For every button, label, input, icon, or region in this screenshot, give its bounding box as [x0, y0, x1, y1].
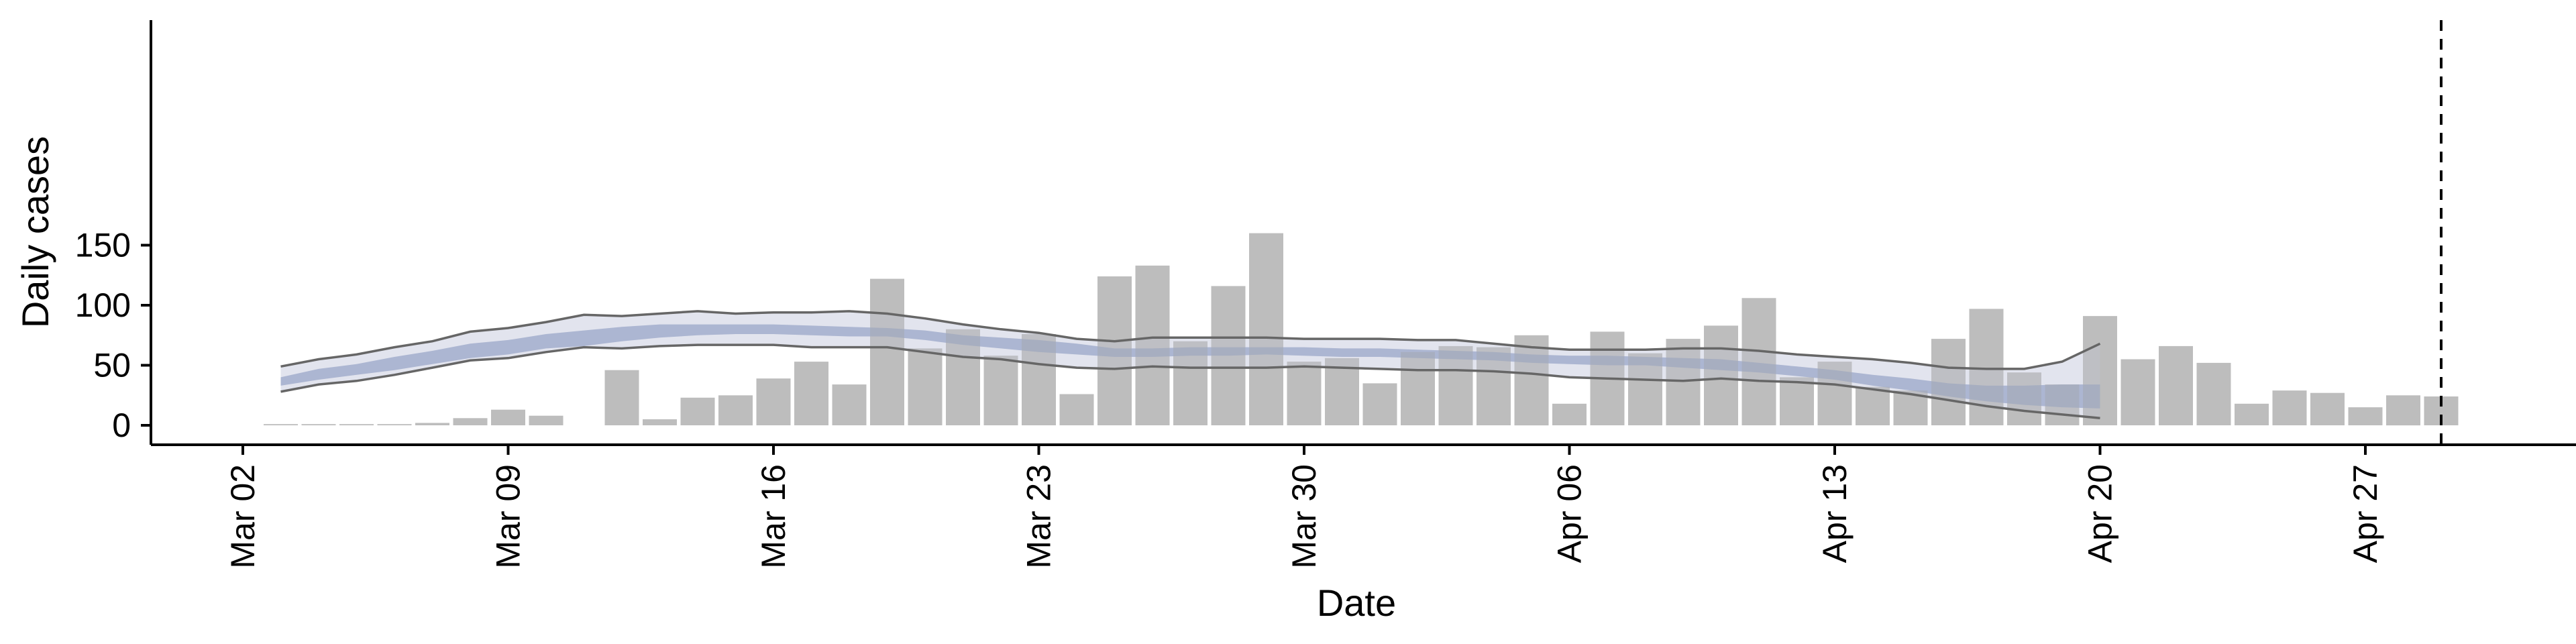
- case-bar: [1477, 347, 1511, 425]
- y-ticks: 0 50 100 150: [75, 227, 151, 444]
- case-bar: [1817, 362, 1852, 425]
- lower-interval-line: [280, 343, 2100, 420]
- case-bar: [491, 409, 525, 425]
- interval-lines: [280, 20, 2443, 445]
- x-tick-label: Mar 16: [755, 464, 792, 569]
- x-tick-label: Apr 27: [2347, 464, 2384, 563]
- axes: Daily cases Date: [14, 20, 2576, 624]
- x-axis-title: Date: [1317, 582, 1396, 624]
- case-bar: [2235, 403, 2269, 425]
- case-bar: [2159, 345, 2193, 425]
- case-bar: [908, 348, 943, 425]
- case-bar: [1552, 403, 1587, 425]
- case-bar: [264, 424, 298, 425]
- case-bar: [794, 362, 828, 425]
- case-bar: [2083, 316, 2117, 425]
- case-bar: [2272, 390, 2307, 425]
- case-bar: [1249, 233, 1283, 425]
- case-bar: [1514, 335, 1549, 426]
- case-bar: [1931, 339, 1966, 425]
- case-bar: [1173, 341, 1208, 425]
- case-bar: [1211, 286, 1246, 425]
- x-tick-label: Apr 20: [2082, 464, 2119, 563]
- y-axis-title: Daily cases: [14, 136, 56, 328]
- x-tick-label: Mar 09: [490, 464, 527, 569]
- case-bar: [2121, 359, 2155, 425]
- case-bar: [301, 424, 336, 425]
- case-bar: [680, 397, 715, 425]
- estimate-overlay: [280, 311, 2100, 419]
- case-bar: [2045, 384, 2080, 425]
- ci50-band-overlay: [280, 324, 2100, 409]
- case-bar: [453, 418, 488, 425]
- case-bar: [2386, 395, 2420, 426]
- daily-case-bars: [264, 233, 2459, 426]
- case-bar: [2348, 407, 2383, 425]
- case-bar: [1438, 345, 1473, 425]
- case-bar: [643, 419, 677, 425]
- case-bar: [1022, 334, 1056, 425]
- y-tick-label: 100: [75, 286, 131, 324]
- case-bar: [1287, 362, 1322, 425]
- y-tick-label: 150: [75, 227, 131, 264]
- case-bar: [604, 370, 639, 425]
- x-tick-label: Apr 06: [1551, 464, 1589, 563]
- case-bar: [1401, 352, 1435, 425]
- case-bar: [377, 424, 412, 425]
- x-tick-label: Apr 13: [1816, 464, 1854, 563]
- case-bar: [1780, 377, 1814, 425]
- ci90-band-overlay: [280, 311, 2100, 419]
- case-bar: [339, 424, 374, 425]
- case-bar: [1741, 298, 1776, 425]
- case-bar: [832, 384, 867, 425]
- y-tick-label: 0: [112, 407, 131, 444]
- y-tick-label: 50: [93, 347, 131, 384]
- case-bar: [1856, 386, 1890, 425]
- x-tick-label: Mar 30: [1285, 464, 1323, 569]
- case-bar: [1325, 358, 1359, 425]
- case-bar: [756, 378, 791, 425]
- case-bar: [1628, 353, 1662, 425]
- case-bar: [529, 415, 564, 425]
- case-bar: [2196, 362, 2231, 425]
- case-bar: [946, 329, 980, 425]
- case-bar: [1059, 394, 1094, 425]
- x-tick-label: Mar 02: [224, 464, 262, 569]
- case-bar: [1097, 276, 1132, 425]
- case-bar: [415, 423, 449, 425]
- case-bar: [718, 395, 753, 426]
- case-bar: [2007, 372, 2041, 425]
- case-bar: [870, 278, 904, 425]
- x-tick-label: Mar 23: [1020, 464, 1058, 569]
- upper-interval-line: [280, 310, 2101, 370]
- case-bar: [1704, 325, 1738, 425]
- case-bar: [1362, 383, 1397, 425]
- case-bar: [983, 356, 1018, 425]
- x-ticks: Mar 02 Mar 09 Mar 16 Mar 23 Mar 30 Apr 06 Apr …: [224, 445, 2384, 569]
- case-bar: [1135, 265, 1170, 425]
- case-bar: [2310, 392, 2345, 425]
